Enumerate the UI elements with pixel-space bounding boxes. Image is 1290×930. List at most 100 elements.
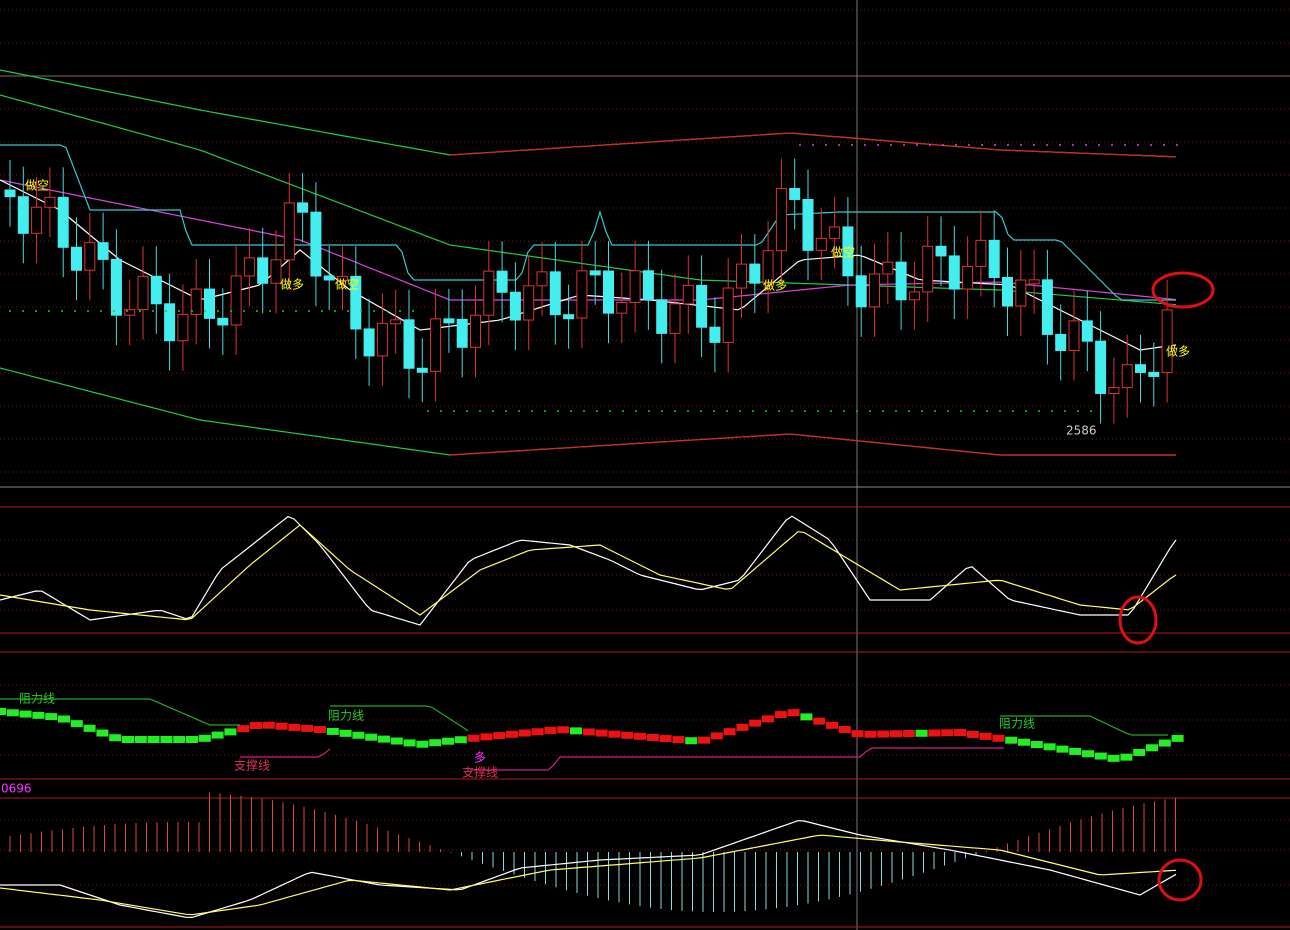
grid <box>0 9 1290 886</box>
candle-body <box>1002 276 1013 307</box>
dot <box>48 310 50 312</box>
dot <box>700 410 702 412</box>
dot <box>74 310 76 312</box>
candle-body <box>1081 320 1093 342</box>
candle-body <box>84 242 96 271</box>
signal-box <box>96 729 109 737</box>
dot <box>139 310 141 312</box>
signal-box <box>979 732 992 740</box>
dot <box>1090 410 1092 412</box>
signal-label: 做多 <box>280 277 304 292</box>
candle-body <box>17 196 29 234</box>
dot <box>830 410 832 412</box>
support-label: 支撑线 <box>462 765 498 780</box>
signal-box <box>762 715 774 723</box>
support-line <box>240 748 331 758</box>
candle-body <box>922 245 934 293</box>
signal-box <box>723 728 736 736</box>
candle-body <box>629 270 641 304</box>
dot <box>347 310 349 312</box>
candle-body <box>1041 279 1053 335</box>
candle-body <box>310 211 322 277</box>
signal-label: 做多 <box>1166 344 1190 359</box>
dot <box>453 410 455 412</box>
candle-body <box>124 309 136 316</box>
dot <box>752 410 754 412</box>
dot <box>61 310 63 312</box>
marks <box>0 69 1184 919</box>
dot <box>440 410 442 412</box>
signal-box <box>698 736 710 744</box>
candle-body <box>443 318 455 324</box>
signal-box <box>736 723 749 731</box>
dot <box>877 144 879 146</box>
signal-box <box>1082 750 1094 758</box>
signal-box <box>224 728 237 736</box>
signal-box <box>1158 739 1171 747</box>
signal-box <box>1043 743 1056 751</box>
dot <box>466 410 468 412</box>
signal-box <box>147 736 160 743</box>
dot <box>373 310 375 312</box>
dot <box>583 410 585 412</box>
dot <box>269 310 271 312</box>
dot <box>518 410 520 412</box>
candle-body <box>1055 333 1067 352</box>
candle-body <box>669 303 681 334</box>
dot <box>1020 144 1022 146</box>
signal-box <box>1094 752 1107 760</box>
candle-body <box>483 270 495 316</box>
signal-box <box>954 729 966 736</box>
candle-body <box>283 202 295 261</box>
dot <box>674 410 676 412</box>
dot <box>713 410 715 412</box>
candle-body <box>736 263 747 289</box>
candle-body <box>270 259 282 284</box>
signal-box <box>211 731 224 739</box>
candle-body <box>882 261 894 275</box>
candle-body <box>642 270 654 301</box>
dot <box>87 310 89 312</box>
dot <box>321 310 323 312</box>
candle-body <box>948 255 960 290</box>
signal-box <box>787 709 800 717</box>
candle-body <box>762 250 774 284</box>
dot <box>1051 410 1053 412</box>
long-mark: 多 <box>474 751 486 765</box>
candle-body <box>935 245 947 257</box>
candle-body <box>31 206 43 234</box>
candle-body <box>962 265 974 290</box>
signal-box <box>58 715 70 723</box>
signal-box <box>134 736 147 743</box>
signal-box <box>19 710 32 718</box>
signal-box <box>928 729 941 737</box>
dot <box>994 144 996 146</box>
dot <box>1163 144 1165 146</box>
dot <box>230 310 232 312</box>
dot <box>986 410 988 412</box>
ma-line <box>0 179 1177 301</box>
candle-body <box>895 261 907 301</box>
lower-band-red <box>449 433 1176 456</box>
dot <box>505 410 507 412</box>
signal-label: 做空 <box>335 277 359 292</box>
dot <box>178 310 180 312</box>
highlight-circle <box>1157 858 1203 902</box>
dot <box>386 310 388 312</box>
candle-body <box>297 202 309 213</box>
candle-body <box>1161 309 1173 374</box>
mid-line <box>0 94 1177 306</box>
dot <box>1038 410 1040 412</box>
signal-box <box>851 730 864 738</box>
dot <box>947 410 949 412</box>
dot <box>557 410 559 412</box>
signal-box <box>941 729 954 737</box>
candle-body <box>682 284 694 305</box>
candle-body <box>908 291 920 301</box>
dot <box>1085 144 1087 146</box>
signal-box <box>518 729 531 737</box>
candle-body <box>1095 340 1107 394</box>
signal-box <box>608 730 621 738</box>
dot <box>412 310 414 312</box>
